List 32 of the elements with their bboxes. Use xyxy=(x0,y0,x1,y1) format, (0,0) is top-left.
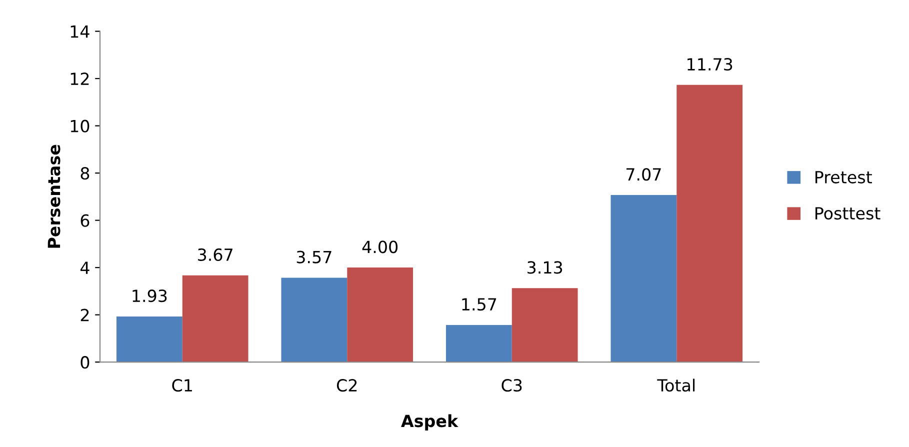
x-tick-label: C3 xyxy=(502,379,522,392)
data-label: 1.57 xyxy=(462,298,496,311)
x-tick-label: C2 xyxy=(336,379,357,392)
bar xyxy=(676,84,743,362)
data-label: 3.57 xyxy=(296,250,332,264)
x-tick-label: C1 xyxy=(172,379,192,392)
legend-label: Posttest xyxy=(816,207,880,220)
data-label: 3.67 xyxy=(198,248,232,262)
bar xyxy=(116,316,182,362)
y-tick-label: 14 xyxy=(70,25,90,38)
x-tick-label: Total xyxy=(657,378,695,392)
data-label: 7.07 xyxy=(626,168,661,181)
bar xyxy=(182,275,248,362)
data-label: 4.00 xyxy=(362,240,398,254)
x-axis-title: Aspek xyxy=(401,414,458,430)
y-tick-label: 6 xyxy=(80,214,90,227)
y-tick-label: 4 xyxy=(80,262,90,274)
y-tick-label: 8 xyxy=(80,167,90,180)
bar xyxy=(446,324,512,362)
data-label: 3.13 xyxy=(528,261,562,274)
bar xyxy=(281,278,348,362)
y-axis-title: Persentase xyxy=(48,144,60,248)
data-label: 1.93 xyxy=(132,290,167,302)
data-label: 11.73 xyxy=(688,58,732,71)
bar xyxy=(347,268,414,362)
bar xyxy=(512,288,578,362)
y-tick-label: 0 xyxy=(80,356,90,369)
y-tick-label: 2 xyxy=(80,308,89,322)
legend-label: Pretest xyxy=(816,171,872,184)
y-tick-label: 10 xyxy=(70,120,90,132)
bar xyxy=(610,195,677,362)
y-tick-label: 12 xyxy=(70,72,89,85)
